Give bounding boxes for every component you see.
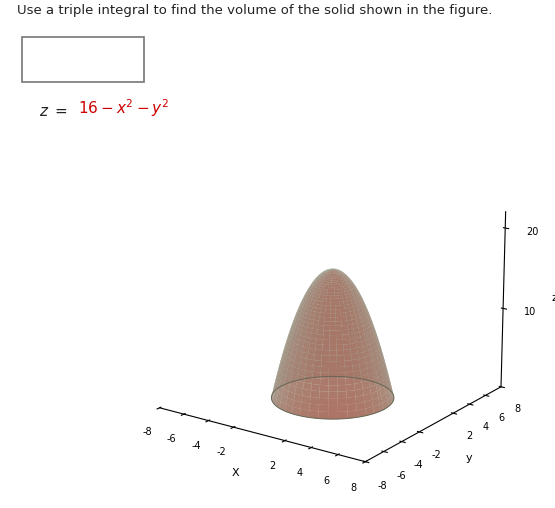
Text: $z\ =\ $: $z\ =\ $ xyxy=(39,105,68,119)
Text: $16 - x^2 - y^2$: $16 - x^2 - y^2$ xyxy=(78,98,169,119)
Text: Use a triple integral to find the volume of the solid shown in the figure.: Use a triple integral to find the volume… xyxy=(17,4,492,17)
X-axis label: X: X xyxy=(232,468,239,478)
Y-axis label: y: y xyxy=(465,453,472,463)
Bar xyxy=(22,37,144,82)
